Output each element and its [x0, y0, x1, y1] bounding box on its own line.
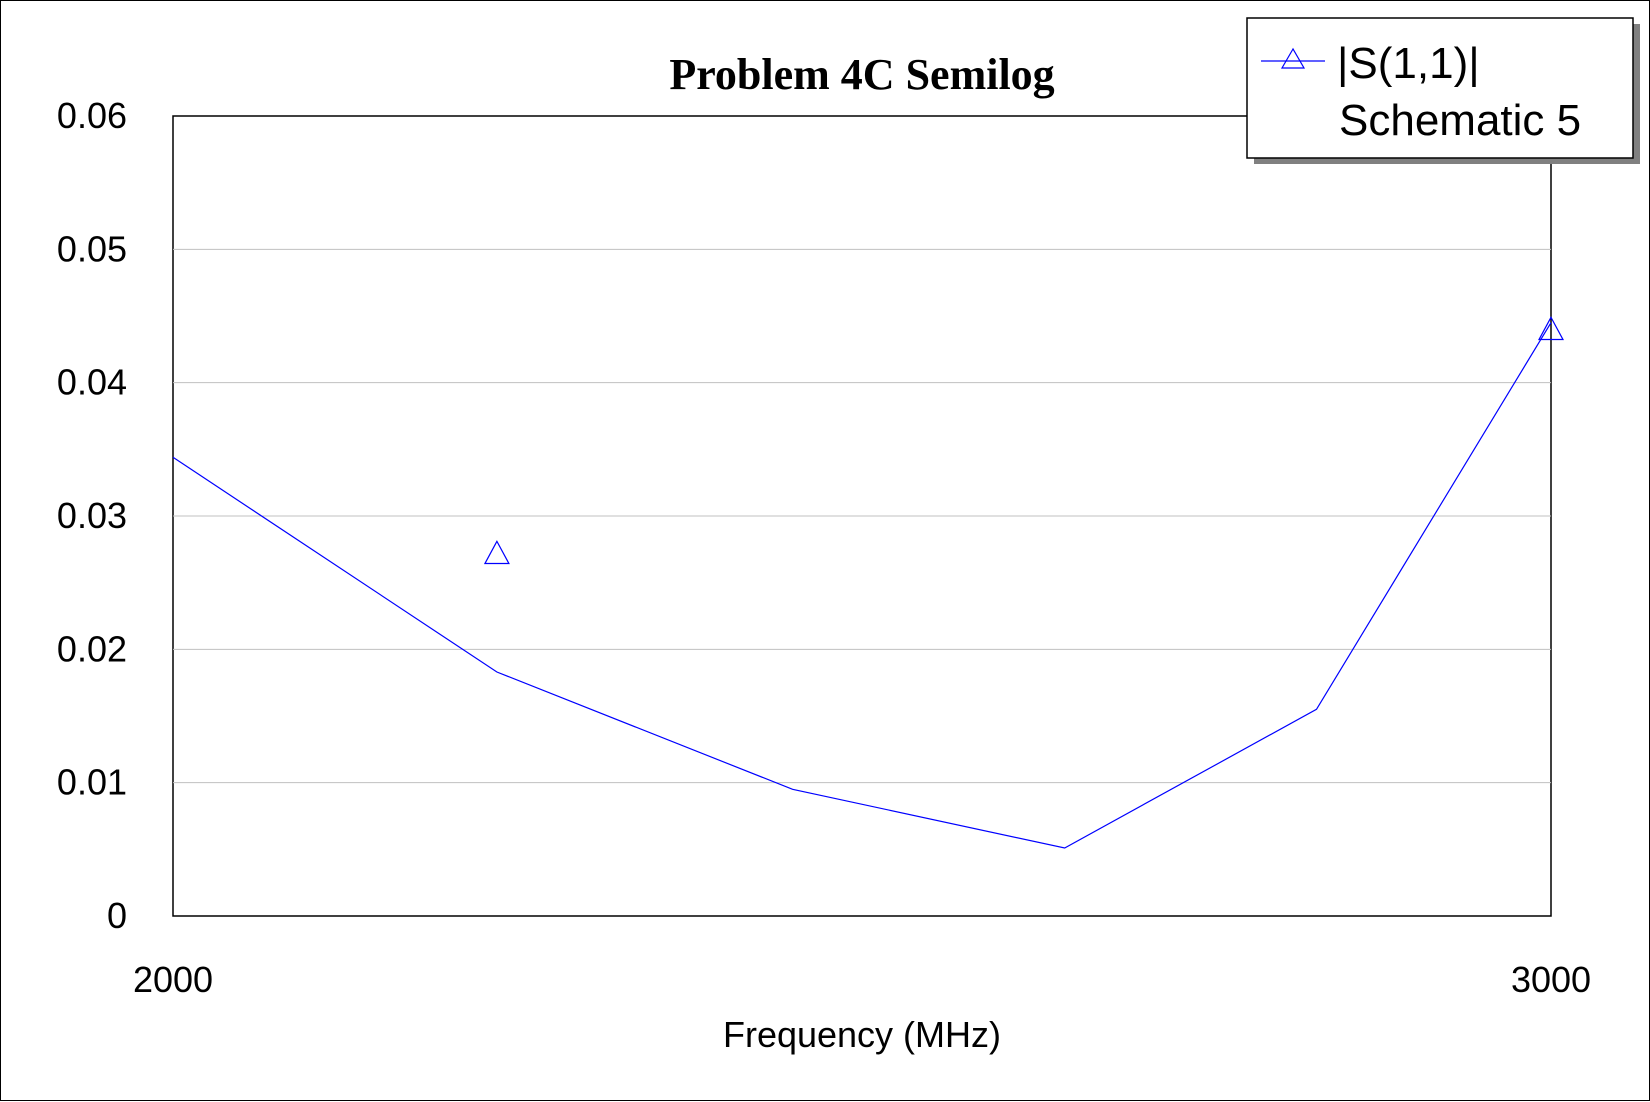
legend-box [1246, 17, 1634, 159]
y-tick-label: 0.02 [57, 628, 127, 669]
chart-title: Problem 4C Semilog [669, 50, 1054, 99]
triangle-data-marker [1537, 316, 1565, 341]
legend-series-label-line-2: Schematic 5 [1339, 96, 1581, 145]
series-layer [172, 316, 1565, 849]
x-tick-label: 3000 [1511, 959, 1591, 1000]
legend-triangle-marker [1280, 47, 1306, 69]
y-tick-label: 0.04 [57, 362, 127, 403]
y-tick-label: 0 [107, 895, 127, 936]
x-tick-label: 2000 [133, 959, 213, 1000]
y-tick-label: 0.03 [57, 495, 127, 536]
legend-series-label-line-1: |S(1,1)| [1337, 39, 1480, 88]
x-axis-label: Frequency (MHz) [723, 1014, 1001, 1055]
y-tick-label: 0.05 [57, 228, 127, 269]
legend: |S(1,1)| Schematic 5 [1246, 17, 1640, 164]
x-axis-tick-labels: 2000 3000 [133, 959, 1591, 1000]
series-line [172, 322, 1552, 849]
y-axis-tick-labels: 0 0.01 0.02 0.03 0.04 0.05 0.06 [57, 95, 127, 936]
triangle-data-marker [483, 540, 510, 565]
grid-lines [173, 248, 1551, 784]
y-tick-label: 0.01 [57, 762, 127, 803]
y-tick-label: 0.06 [57, 95, 127, 136]
